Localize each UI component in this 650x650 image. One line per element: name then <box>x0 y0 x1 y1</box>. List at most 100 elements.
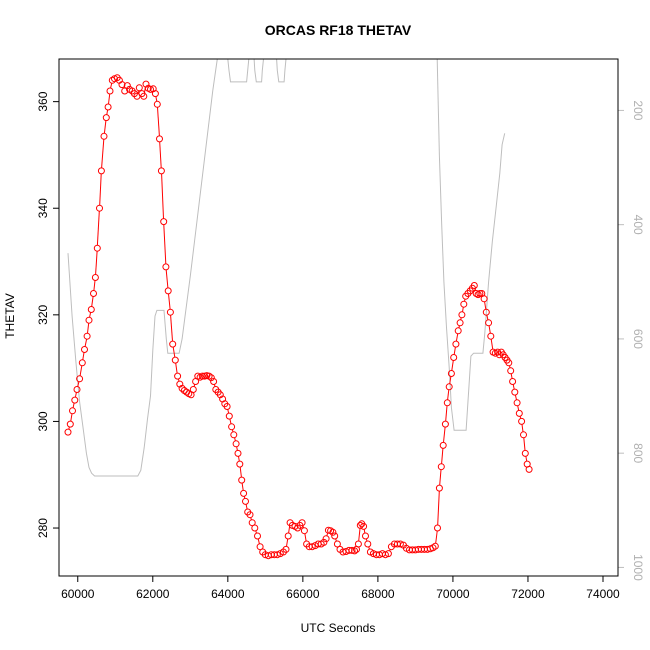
data-point <box>234 449 242 457</box>
data-point <box>85 316 93 324</box>
red-series-segment <box>445 405 448 422</box>
data-point <box>91 274 99 281</box>
data-point <box>320 538 328 546</box>
red-series-segment <box>443 427 446 443</box>
data-point <box>97 167 105 175</box>
x-tick-label: 62000 <box>136 587 170 601</box>
red-series-segment <box>525 456 528 462</box>
red-series-segment <box>77 381 80 387</box>
red-series-segment <box>521 424 524 432</box>
data-point <box>100 132 108 140</box>
data-point <box>198 372 206 380</box>
red-series-segment <box>161 173 164 219</box>
data-point <box>458 311 466 319</box>
red-series-segment <box>236 446 238 451</box>
y-axis-label: THETAV <box>3 293 17 339</box>
data-point <box>384 550 392 558</box>
y2-tick-label: 1000 <box>631 554 645 581</box>
data-point <box>521 449 529 457</box>
red-series-segment <box>241 482 244 491</box>
data-point <box>225 412 233 420</box>
data-point <box>96 204 103 212</box>
data-point <box>76 375 84 383</box>
data-point <box>282 545 290 553</box>
red-series-segment <box>234 437 236 442</box>
red-series-segment <box>157 107 160 137</box>
data-point <box>520 431 527 439</box>
red-series-segment <box>517 405 520 411</box>
data-point <box>348 546 356 554</box>
plot-frame <box>58 58 619 577</box>
data-point <box>153 100 161 108</box>
red-series-segment <box>108 93 111 105</box>
data-point <box>66 420 74 428</box>
data-point <box>251 524 259 532</box>
red-series-segment <box>168 293 171 310</box>
red-series-segment <box>451 360 454 371</box>
red-series-segment <box>449 376 452 384</box>
data-point <box>64 428 72 436</box>
red-series-segment <box>453 347 456 355</box>
data-point <box>106 87 114 95</box>
data-point <box>482 308 490 316</box>
red-series-segment <box>72 402 75 408</box>
data-point <box>454 327 462 335</box>
data-point <box>360 522 368 530</box>
y-tick-label: 360 <box>36 91 50 111</box>
red-series-segment <box>82 352 85 360</box>
data-point <box>73 386 81 393</box>
data-point <box>525 465 533 473</box>
data-point <box>331 532 339 540</box>
data-point <box>351 547 359 555</box>
red-series-segment <box>488 325 491 334</box>
data-point <box>164 287 172 295</box>
data-point <box>210 378 218 385</box>
data-point <box>509 378 517 385</box>
data-point <box>102 114 110 122</box>
data-point <box>452 340 460 348</box>
data-point <box>329 528 337 536</box>
red-series-segment <box>87 323 90 334</box>
red-series-segment <box>435 530 438 544</box>
data-point <box>156 135 163 143</box>
data-point <box>511 388 519 396</box>
data-point <box>456 319 464 327</box>
red-series-segment <box>227 409 230 414</box>
data-point <box>431 542 439 550</box>
red-series-segment <box>358 528 361 542</box>
data-point <box>236 460 244 468</box>
red-series-segment <box>95 251 98 275</box>
red-series-segment <box>110 83 113 89</box>
data-point <box>356 521 364 529</box>
red-series-segment <box>101 139 105 168</box>
y-tick-label: 340 <box>36 198 50 218</box>
data-point <box>238 476 246 484</box>
data-point <box>480 295 488 303</box>
data-point <box>71 396 79 404</box>
y2-tick-label: 400 <box>631 215 645 235</box>
red-series-segment <box>286 538 289 547</box>
x-tick-label: 72000 <box>511 587 545 601</box>
red-series-segment <box>484 301 487 310</box>
data-point <box>118 81 126 89</box>
data-point <box>205 372 213 380</box>
red-series-segment <box>304 533 307 542</box>
data-point <box>87 306 95 313</box>
red-series-segment <box>447 389 450 400</box>
y-tick-label: 280 <box>36 518 50 538</box>
data-point <box>518 417 526 425</box>
data-point <box>460 300 468 308</box>
data-point <box>254 532 261 540</box>
data-point <box>445 383 453 391</box>
red-series-segment <box>486 314 489 321</box>
red-series-segment <box>514 394 517 400</box>
red-series-segment <box>229 418 232 424</box>
red-series-segment <box>103 120 107 134</box>
data-point <box>123 82 131 90</box>
data-point <box>396 540 404 548</box>
y2-tick-label: 600 <box>631 329 645 349</box>
red-series-segment <box>99 173 102 206</box>
red-series-segment <box>159 141 162 168</box>
red-series-segment <box>441 448 444 464</box>
